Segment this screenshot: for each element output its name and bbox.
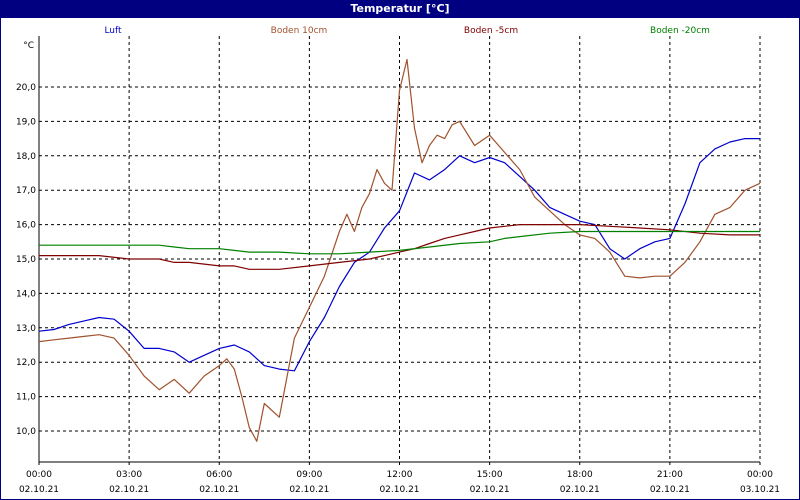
x-tick-time-label: 00:00 bbox=[747, 470, 773, 480]
x-tick-time-label: 09:00 bbox=[296, 470, 322, 480]
legend-entry: Boden -20cm bbox=[650, 26, 710, 36]
legend-entry: Boden -5cm bbox=[464, 26, 518, 36]
y-tick-label: 16,0 bbox=[16, 221, 36, 231]
y-tick-label: 11,0 bbox=[16, 393, 36, 403]
x-tick-date-label: 02.10.21 bbox=[379, 485, 419, 495]
x-tick-time-label: 15:00 bbox=[477, 470, 503, 480]
y-tick-label: 20,0 bbox=[16, 83, 36, 93]
series-line bbox=[38, 58, 761, 442]
y-tick-label: 19,0 bbox=[16, 117, 36, 127]
y-tick-label: 10,0 bbox=[16, 427, 36, 437]
x-tick-date-label: 02.10.21 bbox=[289, 485, 329, 495]
series-line bbox=[39, 230, 760, 255]
x-tick-time-label: 12:00 bbox=[387, 470, 413, 480]
x-tick-date-label: 02.10.21 bbox=[19, 485, 59, 495]
y-tick-label: 15,0 bbox=[16, 255, 36, 265]
y-tick-label: 18,0 bbox=[16, 152, 36, 162]
x-tick-date-label: 03.10.21 bbox=[740, 485, 780, 495]
title-bar bbox=[0, 0, 800, 18]
x-tick-date-label: 02.10.21 bbox=[199, 485, 239, 495]
x-tick-time-label: 18:00 bbox=[567, 470, 593, 480]
y-tick-label: 12,0 bbox=[16, 358, 36, 368]
legend-entry: Luft bbox=[104, 26, 122, 36]
x-tick-date-label: 02.10.21 bbox=[650, 485, 690, 495]
y-tick-label: 13,0 bbox=[16, 324, 36, 334]
x-tick-date-label: 02.10.21 bbox=[109, 485, 149, 495]
chart-title: Temperatur [°C] bbox=[350, 2, 450, 15]
x-tick-date-label: 02.10.21 bbox=[560, 485, 600, 495]
x-tick-time-label: 00:00 bbox=[26, 470, 52, 480]
legend-entry: Boden 10cm bbox=[271, 26, 328, 36]
x-tick-time-label: 21:00 bbox=[657, 470, 683, 480]
series-line bbox=[38, 138, 760, 372]
x-tick-time-label: 06:00 bbox=[206, 470, 232, 480]
y-axis-unit-label: °C bbox=[23, 41, 34, 51]
x-tick-date-label: 02.10.21 bbox=[470, 485, 510, 495]
x-tick-time-label: 03:00 bbox=[116, 470, 142, 480]
y-tick-label: 14,0 bbox=[16, 289, 36, 299]
y-tick-label: 17,0 bbox=[16, 186, 36, 196]
